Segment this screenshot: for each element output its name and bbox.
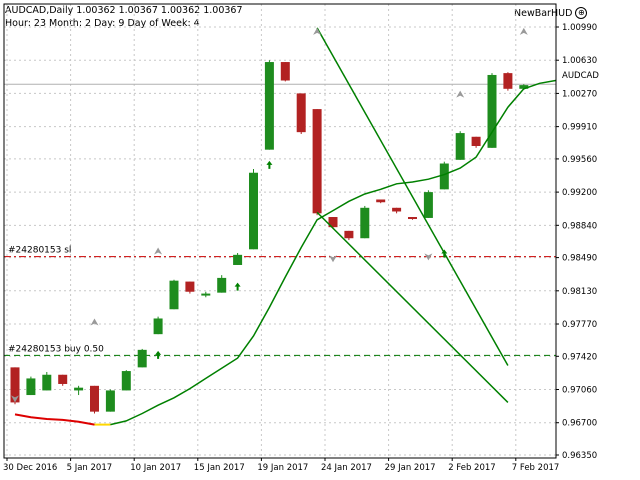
bear-candle (296, 93, 306, 133)
bull-candle (233, 254, 243, 265)
bear-candle (58, 374, 68, 384)
plot-frame (3, 3, 557, 459)
price-tick-label: 0.99200 (562, 188, 597, 198)
time-tick-label: 30 Dec 2016 (3, 463, 57, 473)
markers (11, 27, 528, 403)
settings-toggle-icon[interactable]: ⊕ (575, 7, 588, 19)
buy-arrow-icon (266, 160, 273, 169)
price-tick-label: 0.99560 (562, 155, 597, 165)
trend-line (316, 211, 509, 403)
bear-candle (471, 136, 481, 146)
time-tick-label: 10 Jan 2017 (130, 463, 181, 473)
bull-candle (217, 277, 227, 293)
fractal-up-icon (90, 318, 99, 326)
order-level-label-lower: #24280153 buy 0.50 (8, 344, 104, 354)
bull-candle (360, 207, 370, 239)
buy-arrow-icon (441, 249, 448, 258)
bear-candle (408, 217, 417, 220)
bull-candle (42, 374, 52, 391)
price-tick-label: 0.97770 (562, 320, 597, 330)
candles (10, 60, 529, 414)
price-tick-label: 0.99910 (562, 123, 597, 133)
current-price-tag: AUDCAD (562, 71, 599, 81)
price-tick-label: 0.98840 (562, 221, 597, 231)
price-tick-label: 1.00630 (562, 56, 597, 66)
hud-time-info: Hour: 23 Month: 2 Day: 9 Day of Week: 4 (5, 18, 200, 29)
price-tick-label: 0.98490 (562, 254, 597, 264)
time-tick-label: 5 Jan 2017 (67, 463, 113, 473)
time-tick-label: 15 Jan 2017 (194, 463, 245, 473)
buy-arrow-icon (234, 282, 241, 291)
bull-candle (249, 172, 258, 250)
indicator-lines (14, 27, 556, 426)
indicator-name: NewBarHUD (514, 7, 573, 19)
bear-candle (376, 199, 386, 203)
axes: 1.00990 1.00630 1.00270 0.99910 0.99560 0.992… (3, 3, 597, 473)
bull-candle (26, 378, 36, 396)
bull-candle (105, 390, 115, 412)
trend-line (316, 27, 509, 366)
fractal-down-icon (424, 253, 433, 261)
symbol-ohlc-header: AUDCAD,Daily 1.00362 1.00367 1.00362 1.0… (5, 5, 243, 16)
time-tick-label: 7 Feb 2017 (512, 463, 560, 473)
fractal-up-icon (313, 27, 322, 35)
bear-candle (280, 62, 290, 81)
bull-candle (264, 62, 274, 150)
price-tick-label: 0.96350 (562, 451, 597, 461)
price-tick-label: 0.96700 (562, 419, 597, 429)
fractal-up-icon (456, 90, 465, 98)
bull-candle (439, 163, 449, 190)
fractal-down-icon (329, 255, 337, 263)
bear-candle (312, 109, 322, 214)
bull-candle (201, 293, 211, 296)
bull-candle (74, 387, 84, 391)
order-levels: #24280153 sl #24280153 buy 0.50 AUDCAD (4, 71, 599, 356)
bear-candle (503, 73, 513, 89)
bear-candle (392, 207, 402, 212)
price-tick-label: 1.00270 (562, 89, 597, 99)
time-tick-label: 2 Feb 2017 (448, 463, 496, 473)
time-tick-label: 19 Jan 2017 (257, 463, 308, 473)
bull-candle (121, 371, 131, 391)
bear-candle (328, 217, 338, 228)
bear-candle (185, 281, 195, 292)
bear-candle (90, 385, 99, 412)
ma-line (110, 79, 556, 426)
price-tick-label: 0.97060 (562, 386, 597, 396)
time-tick-label: 24 Jan 2017 (321, 463, 372, 473)
buy-arrow-icon (155, 350, 162, 359)
bear-candle (344, 230, 354, 239)
bull-candle (423, 192, 433, 218)
time-tick-label: 29 Jan 2017 (385, 463, 436, 473)
ma-line-tail (14, 413, 95, 426)
fractal-up-icon (154, 247, 163, 255)
order-level-label-upper: #24280153 sl (8, 246, 71, 256)
price-tick-label: 0.97420 (562, 352, 597, 362)
chart-grid (4, 4, 556, 458)
fractal-down-icon (11, 395, 19, 403)
indicator-label[interactable]: NewBarHUD ⊕ (514, 7, 588, 19)
price-tick-label: 0.98130 (562, 287, 597, 297)
bull-candle (487, 74, 497, 148)
bull-candle (519, 85, 529, 89)
bull-candle (137, 349, 147, 368)
fractal-up-icon (519, 27, 528, 35)
price-tick-label: 1.00990 (562, 23, 597, 33)
bull-candle (169, 280, 179, 310)
bull-candle (455, 133, 465, 160)
bull-candle (153, 318, 163, 335)
bear-candle (10, 367, 20, 403)
